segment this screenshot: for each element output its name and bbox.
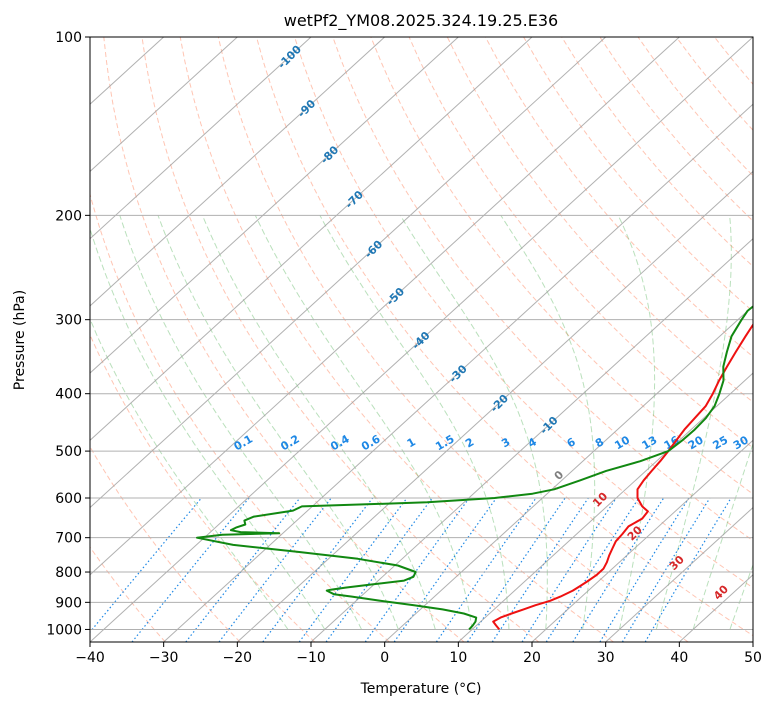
mixing-ratio-line [644, 497, 732, 642]
plot-frame [89, 36, 754, 643]
dry-adiabat-line [90, 333, 316, 642]
moist-adiabat-line [617, 215, 656, 630]
moist-adiabat-line [729, 563, 753, 630]
profile-series [196, 305, 753, 631]
isotherm-line [90, 37, 386, 307]
mixing-ratio-line [491, 497, 589, 642]
y-axis-label: Pressure (hPa) [12, 290, 28, 390]
mixing-ratio-line [90, 497, 202, 633]
moist-adiabat-line [157, 215, 399, 630]
x-tick-label: 40 [670, 650, 688, 666]
isotherm-line [605, 506, 753, 642]
mixing-ratio-line [364, 497, 470, 642]
isotherm-line [457, 372, 753, 642]
y-tick-label: 1000 [46, 622, 82, 638]
y-tick-label: 800 [55, 565, 82, 581]
mixing-ratio-line [218, 497, 332, 642]
isotherm-line [310, 237, 753, 642]
isotherm-line [90, 37, 459, 374]
moist-adiabat-line [500, 215, 596, 630]
x-tick-label: −40 [75, 650, 105, 666]
isotherm-line [384, 305, 753, 642]
y-tick-label: 100 [55, 30, 82, 46]
dry-adiabat-line [446, 37, 753, 403]
x-tick-label: 20 [523, 650, 541, 666]
dewpoint-profile-line [196, 305, 753, 631]
x-tick-label: 10 [449, 650, 467, 666]
x-tick-label: −30 [149, 650, 179, 666]
y-tick-label: 500 [55, 444, 82, 460]
mixing-ratio-line [298, 497, 408, 642]
mixing-ratio-line [185, 497, 301, 642]
dry-adiabat-line [523, 37, 753, 313]
mixing-ratio-line [572, 497, 665, 642]
dry-adiabat-line [103, 37, 465, 642]
x-tick-label: 0 [380, 650, 389, 666]
chart-title: wetPf2_YM08.2025.324.19.25.E36 [284, 11, 558, 31]
y-tick-label: 700 [55, 531, 82, 547]
mixing-ratio-line [466, 497, 566, 642]
isotherm-line [90, 37, 607, 509]
x-axis-label: Temperature (°C) [360, 681, 482, 697]
dry-adiabat-line [217, 37, 689, 642]
x-tick-label: 30 [597, 650, 615, 666]
y-tick-label: 600 [55, 491, 82, 507]
mixing-ratio-line [131, 497, 250, 642]
dry-adiabat-line [90, 445, 241, 642]
moist-adiabat-line [319, 215, 510, 630]
isotherm-line [90, 37, 533, 442]
isotherm-line [163, 103, 753, 642]
mixing-ratio-line [325, 497, 433, 642]
isotherm-line [90, 37, 753, 642]
y-tick-label: 900 [55, 595, 82, 611]
dry-adiabat-line [294, 37, 753, 589]
dry-adiabat-line [141, 37, 540, 642]
dry-adiabat-line [370, 37, 753, 495]
y-tick-label: 200 [55, 208, 82, 224]
mixing-ratio-line [621, 497, 711, 642]
mixing-ratio-line [599, 497, 690, 642]
isotherm-line [531, 439, 753, 642]
isotherm-line [90, 37, 680, 576]
isotherm-line [236, 170, 753, 642]
y-tick-label: 400 [55, 387, 82, 403]
x-tick-label: −20 [223, 650, 253, 666]
mixing-ratio-label: 36 [752, 433, 772, 452]
dry-adiabat-line [179, 37, 614, 642]
mixing-ratio-line [545, 497, 640, 642]
axes: −40 −30 −20 −10 0 10 20 30 40 50 100 200 300 400 500 60… [46, 30, 762, 666]
isotherm-line [90, 37, 312, 240]
y-tick-label: 300 [55, 313, 82, 329]
isotherm-line [90, 37, 238, 173]
x-tick-label: −10 [296, 650, 326, 666]
x-tick-label: 50 [744, 650, 762, 666]
